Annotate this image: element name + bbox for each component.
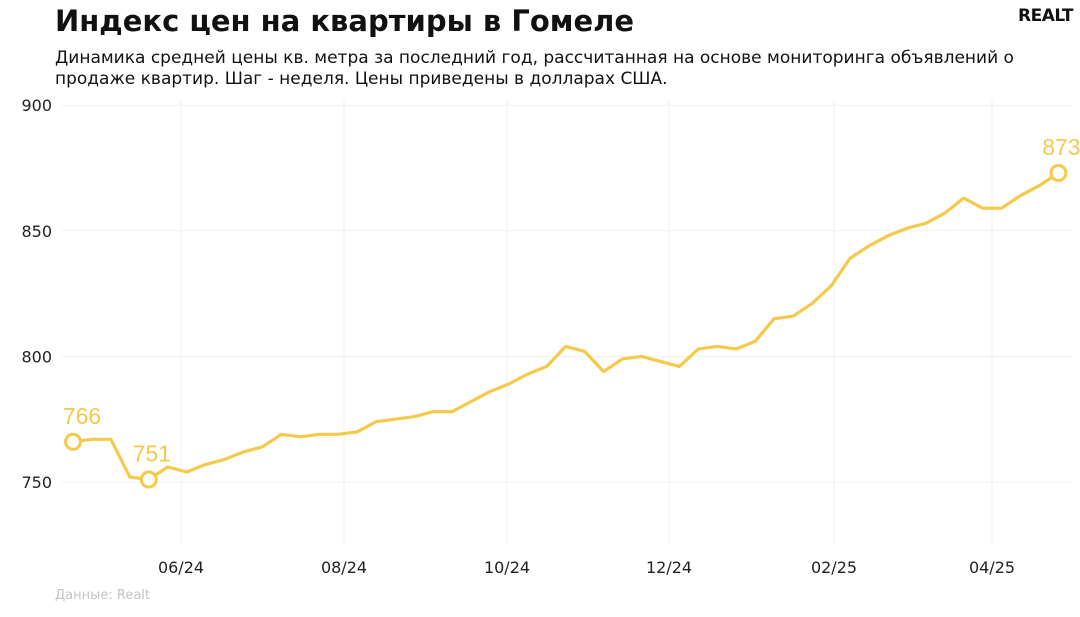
- chart-title: Индекс цен на квартиры в Гомеле: [55, 4, 635, 38]
- x-tick-label: 08/24: [321, 558, 367, 577]
- marker-group: 766 751 873: [63, 134, 1080, 489]
- x-tick-label: 10/24: [484, 558, 530, 577]
- y-tick-label: 750: [21, 473, 52, 492]
- realt-logo: REALT: [1018, 6, 1073, 26]
- chart-subtitle: Динамика средней цены кв. метра за после…: [55, 48, 1014, 89]
- series-line: [71, 171, 1061, 482]
- x-tick-label: 02/25: [811, 558, 857, 577]
- y-axis-ticks: 750 800 850 900: [21, 96, 52, 492]
- y-tick-label: 850: [21, 222, 52, 241]
- data-label: 751: [133, 440, 171, 466]
- data-label: 766: [63, 403, 101, 429]
- data-label: 873: [1042, 134, 1080, 160]
- y-tick-label: 800: [21, 347, 52, 366]
- x-tick-label: 04/25: [969, 558, 1015, 577]
- x-tick-label: 12/24: [646, 558, 692, 577]
- x-tick-label: 06/24: [158, 558, 204, 577]
- chart-grid: [62, 100, 1072, 545]
- x-axis-ticks: 06/24 08/24 10/24 12/24 02/25 04/25: [158, 558, 1015, 577]
- annotated-point-marker: [139, 470, 158, 489]
- y-tick-label: 900: [21, 96, 52, 115]
- annotated-point-marker: [1049, 164, 1068, 183]
- series-group: [71, 171, 1061, 482]
- data-source: Данные: Realt: [55, 588, 151, 603]
- annotated-point-marker: [64, 432, 82, 451]
